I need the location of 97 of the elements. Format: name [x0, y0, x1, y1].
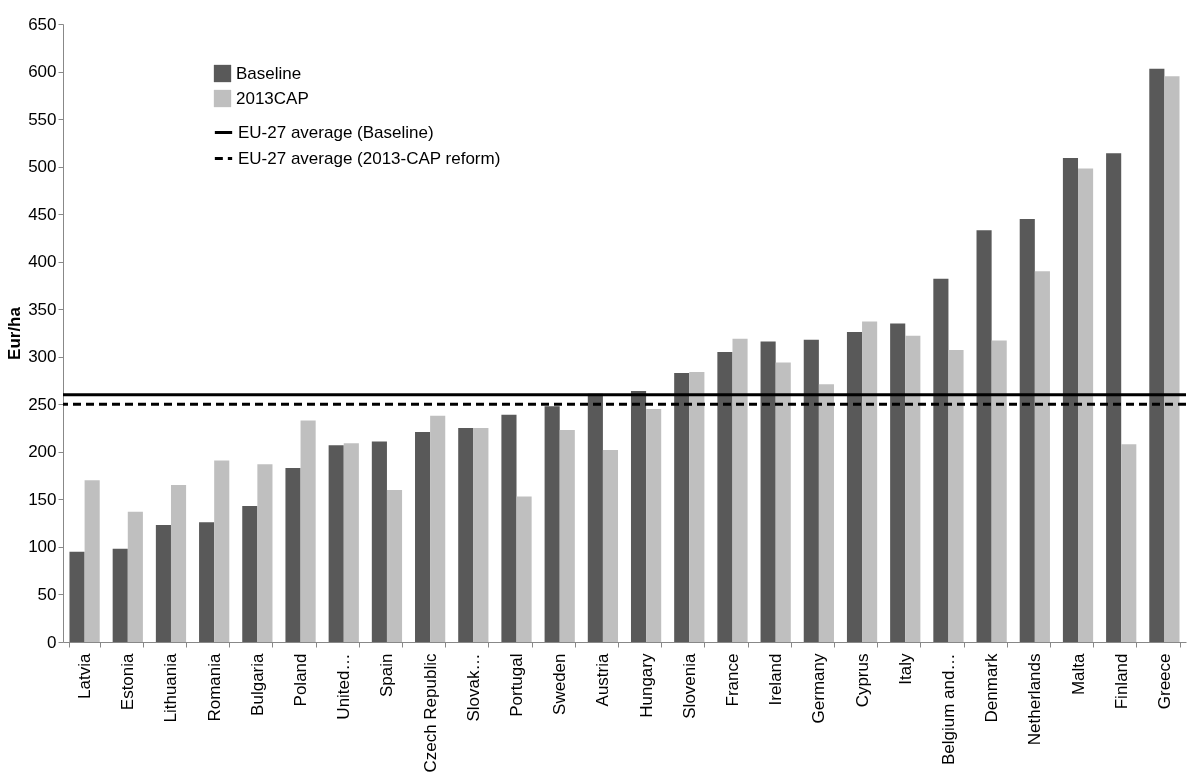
x-tick-label: Hungary [636, 653, 656, 718]
bar [674, 372, 690, 642]
bar [862, 321, 878, 642]
x-tick-label: Lithuania [161, 652, 181, 723]
x-tick-label: Greece [1154, 653, 1174, 710]
x-tick-label: Denmark [982, 653, 1002, 723]
bar [976, 230, 992, 642]
bar [602, 449, 619, 642]
x-tick-label: Romania [204, 652, 224, 722]
bar [775, 362, 791, 642]
bar [371, 441, 387, 642]
bar [127, 511, 143, 642]
x-tick-label: Netherlands [1025, 653, 1045, 746]
x-tick-label: Austria [593, 652, 613, 707]
y-tick-label: 550 [28, 109, 57, 129]
y-tick-label: 150 [28, 489, 57, 509]
y-tick-label: 400 [28, 252, 57, 272]
bar [717, 352, 733, 642]
bar [760, 341, 776, 642]
bar [300, 420, 316, 642]
bar [155, 525, 171, 642]
bar [1062, 158, 1079, 642]
bar [587, 393, 603, 642]
bar [214, 460, 230, 642]
x-tick-label: Sweden [550, 653, 570, 715]
bar [458, 428, 474, 642]
x-tick-label: Malta [1068, 652, 1088, 696]
x-tick-label: Slovak… [463, 653, 483, 722]
x-tick-label: Ireland [766, 653, 786, 706]
legend-label: EU-27 average (Baseline) [238, 122, 434, 142]
y-tick-label: 650 [28, 14, 57, 34]
bar [905, 335, 921, 642]
bar [386, 489, 403, 642]
y-tick-label: 250 [28, 394, 57, 414]
y-tick-label: 0 [47, 632, 57, 652]
y-tick-label: 100 [28, 537, 57, 557]
x-tick-label: Italy [895, 653, 915, 685]
bar [544, 406, 560, 642]
x-tick-label: United… [334, 653, 354, 720]
x-tick-label: Finland [1111, 653, 1131, 710]
bar [933, 278, 949, 642]
y-tick-label: 50 [37, 584, 57, 604]
y-tick-label: 450 [28, 204, 57, 224]
bar [112, 548, 128, 642]
bar [199, 522, 215, 642]
bar [430, 415, 446, 642]
x-tick-label: Bulgaria [247, 652, 267, 716]
bar [818, 384, 834, 642]
bar [84, 480, 100, 642]
y-tick-label: 300 [28, 347, 57, 367]
bar [328, 445, 344, 642]
x-tick-label: Latvia [75, 652, 95, 699]
x-tick-label: Germany [809, 653, 829, 724]
bar [890, 323, 906, 642]
x-tick-label: France [722, 653, 742, 707]
bar [1106, 153, 1122, 642]
legend-label: 2013CAP [236, 88, 309, 108]
bar [630, 391, 647, 642]
bar [473, 428, 489, 642]
x-tick-label: Cyprus [852, 653, 872, 708]
x-tick-label: Belgium and… [938, 653, 958, 766]
bar [257, 464, 273, 642]
bar [1149, 68, 1165, 642]
bar [242, 506, 258, 642]
bar [516, 496, 532, 642]
y-axis-title: Eur/ha [5, 306, 25, 360]
bar [1034, 271, 1050, 642]
legend-label: EU-27 average (2013-CAP reform) [238, 148, 501, 168]
x-tick-label: Czech Republic [420, 653, 440, 773]
bar [1078, 168, 1094, 642]
x-tick-label: Portugal [507, 653, 527, 717]
bar [948, 350, 964, 642]
bar [501, 414, 517, 642]
x-tick-label: Slovenia [679, 652, 699, 719]
bar [689, 371, 705, 642]
bar [1164, 76, 1180, 642]
bar [1019, 218, 1035, 642]
x-tick-label: Spain [377, 653, 397, 697]
bar [732, 338, 748, 642]
bar [285, 468, 301, 642]
bar [69, 551, 85, 642]
bar [846, 332, 863, 642]
bar [646, 409, 662, 642]
bar [415, 431, 431, 642]
x-tick-label: Poland [291, 653, 311, 707]
bar [170, 485, 187, 642]
bar [1121, 444, 1137, 642]
legend-label: Baseline [236, 63, 302, 83]
bar [803, 339, 819, 642]
bar [559, 429, 575, 642]
y-tick-label: 200 [28, 442, 57, 462]
bar [991, 340, 1007, 642]
bar [343, 443, 359, 642]
y-tick-label: 600 [28, 62, 57, 82]
x-tick-label: Estonia [118, 652, 138, 711]
y-tick-label: 500 [28, 157, 57, 177]
y-tick-label: 350 [28, 299, 57, 319]
